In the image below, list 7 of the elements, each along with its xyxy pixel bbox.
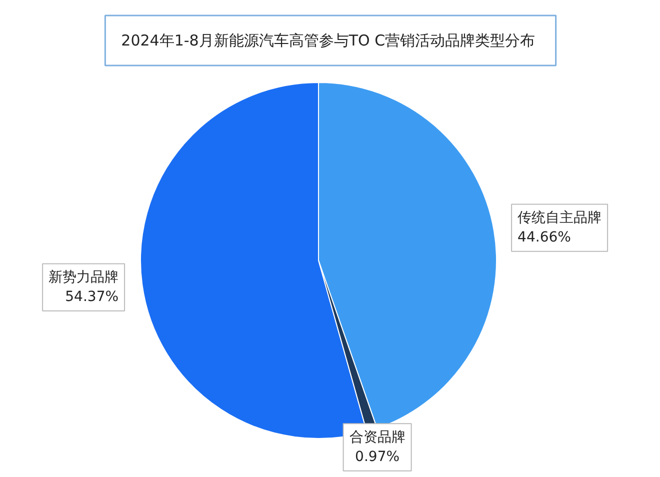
slice-label: 新势力品牌 [48, 270, 119, 286]
data-label: 0.97% [355, 448, 400, 465]
data-label: 44.66% [518, 229, 571, 246]
slice-label: 传统自主品牌 [518, 210, 602, 226]
slice-label: 合资品牌 [349, 430, 406, 446]
chart-title: 2024年1-8月新能源汽车高管参与TO C营销活动品牌类型分布 [121, 32, 536, 50]
data-label: 54.37% [65, 288, 119, 305]
